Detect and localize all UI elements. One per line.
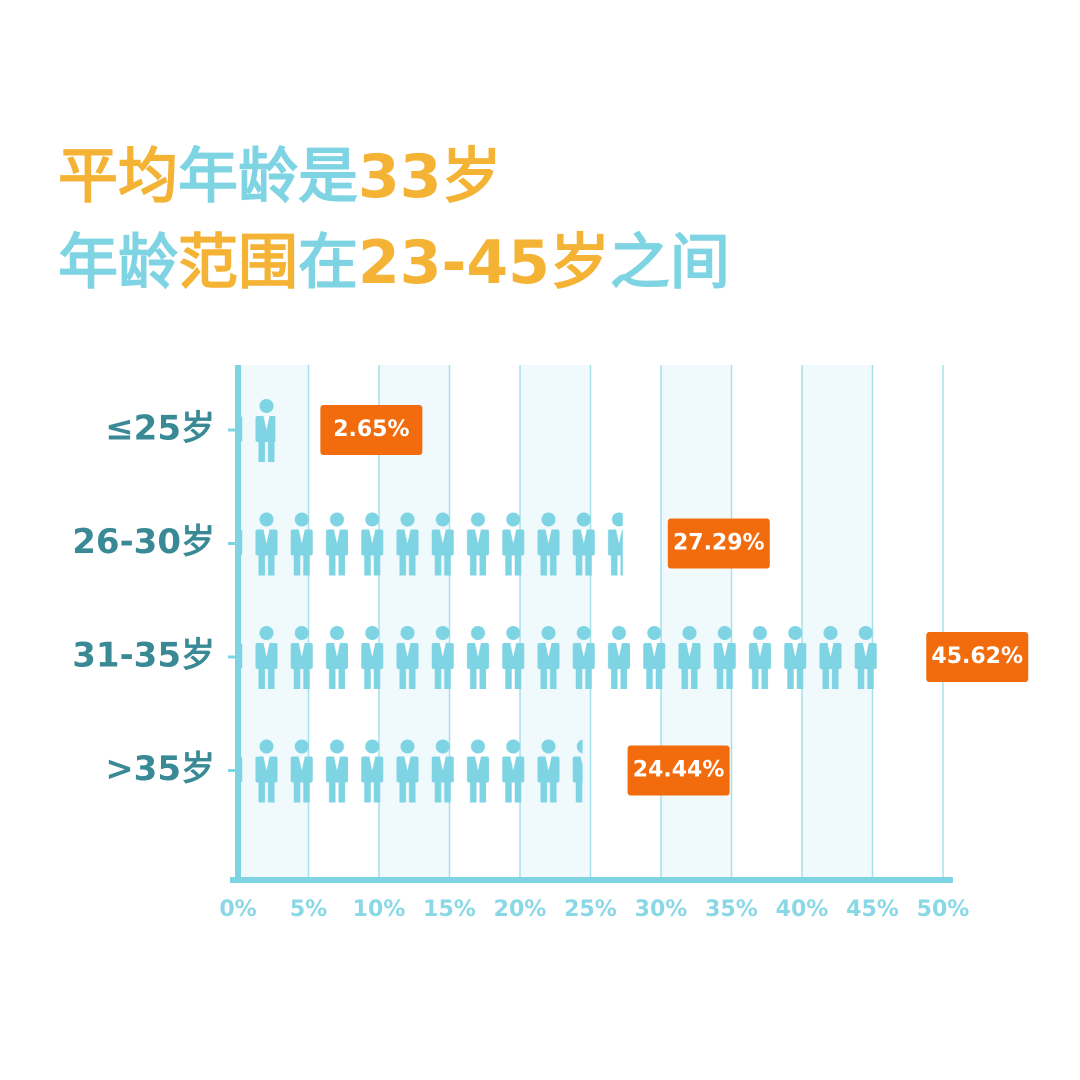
title-segment: 33岁	[358, 142, 502, 212]
pictograph-bar	[238, 394, 276, 466]
pictograph-bar	[238, 507, 623, 580]
x-tick-label: 45%	[846, 897, 899, 922]
title-line: 平均年龄是33岁	[58, 142, 502, 212]
title-segment: 范围	[178, 228, 298, 298]
value-label-box	[926, 632, 1029, 682]
category-label: 26-30岁	[72, 522, 215, 562]
value-label-box	[627, 745, 730, 796]
title-segment: 平均	[58, 142, 178, 212]
value-label: 2.65%	[333, 417, 409, 442]
title-segment: 23-45岁	[358, 228, 610, 298]
x-tick-label: 15%	[423, 897, 476, 922]
category-label: >35岁	[105, 749, 215, 789]
x-tick-label: 25%	[564, 897, 617, 922]
title-segment: 年龄	[58, 228, 178, 298]
plot-area: 0% 5% 10% 15% 20% 25% 30% 35% 40% 45% 50% ≤25岁 2.65%…	[72, 365, 1029, 922]
x-tick-label: 0%	[219, 897, 256, 922]
title-segment: 之间	[610, 228, 730, 298]
x-tick-label: 30%	[635, 897, 688, 922]
x-tick-label: 5%	[290, 897, 327, 922]
value-label: 27.29%	[673, 531, 765, 556]
value-label-box	[667, 518, 770, 569]
pictograph-bar	[238, 734, 583, 807]
pictograph-bar	[238, 621, 882, 693]
title-line: 年龄范围在23-45岁之间	[58, 228, 730, 298]
value-label: 45.62%	[931, 644, 1023, 669]
title-segment: 在	[298, 228, 358, 298]
category-label: ≤25岁	[105, 409, 215, 449]
value-label-box	[320, 405, 423, 455]
value-label: 24.44%	[633, 758, 725, 783]
x-tick-label: 20%	[494, 897, 547, 922]
x-tick-label: 10%	[353, 897, 406, 922]
x-tick-label: 35%	[705, 897, 758, 922]
x-tick-label: 50%	[917, 897, 970, 922]
title-segment: 年龄是	[178, 142, 358, 212]
category-label: 31-35岁	[72, 636, 215, 676]
x-tick-label: 40%	[776, 897, 829, 922]
